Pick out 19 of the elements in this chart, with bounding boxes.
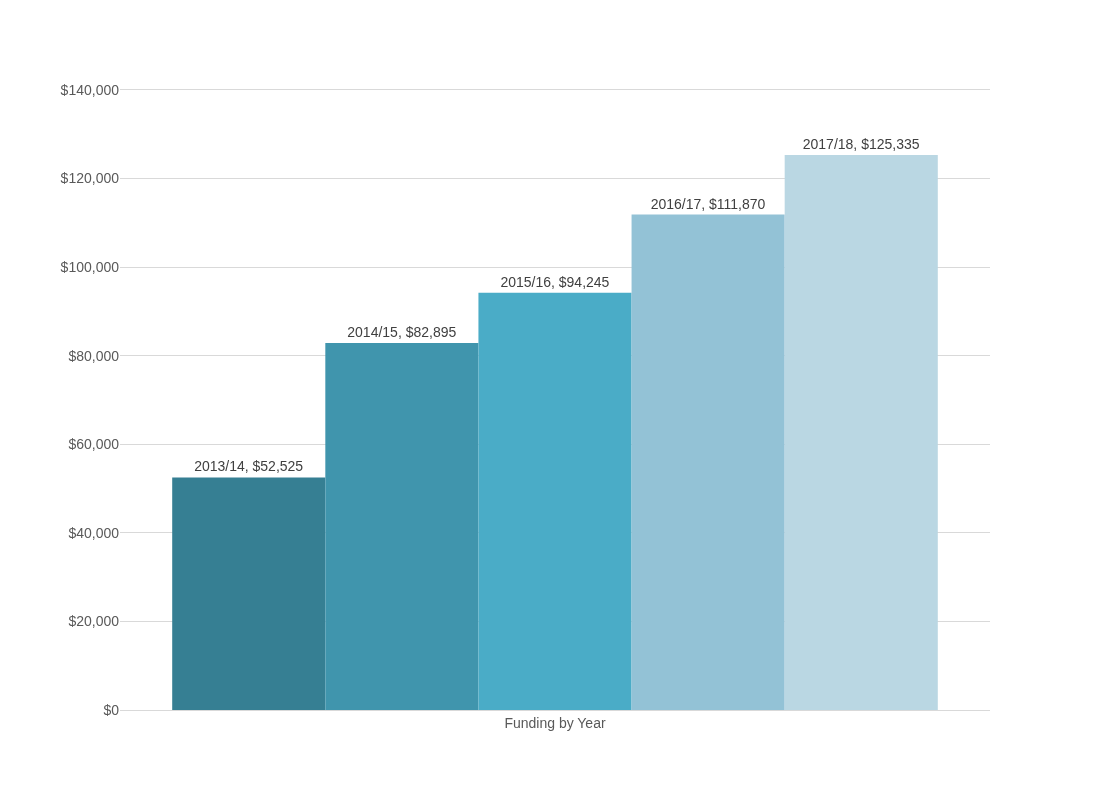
bar — [784, 154, 938, 710]
y-tick-label: $100,000 — [60, 259, 120, 276]
data-label: 2014/15, $82,895 — [347, 323, 457, 340]
bar — [325, 342, 479, 710]
y-tick-label: $60,000 — [68, 436, 120, 453]
data-label: 2016/17, $111,870 — [650, 195, 766, 212]
y-tick-label: $0 — [103, 701, 120, 718]
bar — [478, 292, 632, 710]
bar — [631, 214, 785, 710]
bar — [172, 477, 326, 710]
y-tick-label: $20,000 — [68, 613, 120, 630]
y-tick-label: $140,000 — [60, 81, 120, 98]
data-label: 2017/18, $125,335 — [802, 135, 920, 152]
data-label: 2013/14, $52,525 — [194, 458, 304, 475]
y-tick-label: $40,000 — [68, 524, 120, 541]
y-tick-label: $120,000 — [60, 170, 120, 187]
y-tick-label: $80,000 — [68, 347, 120, 364]
data-label: 2015/16, $94,245 — [500, 273, 610, 290]
x-tick-label: Funding by Year — [504, 714, 606, 731]
